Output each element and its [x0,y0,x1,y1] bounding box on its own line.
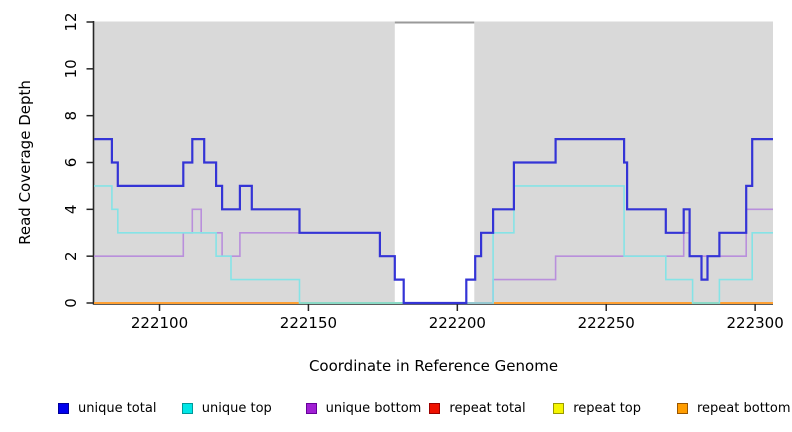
legend-swatch-icon [553,402,565,414]
x-tick-label: 222150 [280,314,337,332]
x-tick-label: 222100 [131,314,188,332]
legend: unique total unique top unique bottom repea… [0,399,792,421]
x-tick-label: 222250 [578,314,635,332]
legend-item-unique-total: unique total [58,399,156,417]
legend-swatch-icon [429,402,441,414]
legend-swatch-icon [58,402,69,414]
y-tick-label: 12 [62,12,80,31]
y-tick-label: 4 [62,205,80,215]
legend-item-unique-bottom: unique bottom [305,399,422,417]
y-tick-label: 10 [62,59,80,78]
legend-label: unique top [201,400,272,416]
legend-item-unique-top: unique top [181,399,272,417]
legend-item-repeat-bottom: repeat bottom [677,399,791,417]
legend-label: repeat total [449,400,526,416]
y-tick-label: 8 [62,111,80,121]
legend-label: unique bottom [325,400,422,416]
y-tick-label: 6 [62,158,80,168]
series-unique-total-line [94,138,773,305]
y-axis-title: Read Coverage Depth [16,80,34,245]
legend-label: repeat bottom [697,400,791,416]
no-data-band [394,21,475,304]
x-tick-label: 222200 [429,314,486,332]
x-axis-title: Coordinate in Reference Genome [309,357,558,375]
series-unique-top-line [94,185,773,304]
legend-item-repeat-top: repeat top [553,399,641,417]
legend-item-repeat-total: repeat total [429,399,526,417]
legend-swatch-icon [181,402,193,414]
legend-swatch-icon [305,402,317,414]
legend-label: unique total [78,400,157,416]
x-tick-label: 222300 [726,314,783,332]
y-tick-label: 2 [62,251,80,261]
y-tick-label: 0 [62,298,80,308]
legend-label: repeat top [573,400,641,416]
legend-swatch-icon [677,402,688,414]
